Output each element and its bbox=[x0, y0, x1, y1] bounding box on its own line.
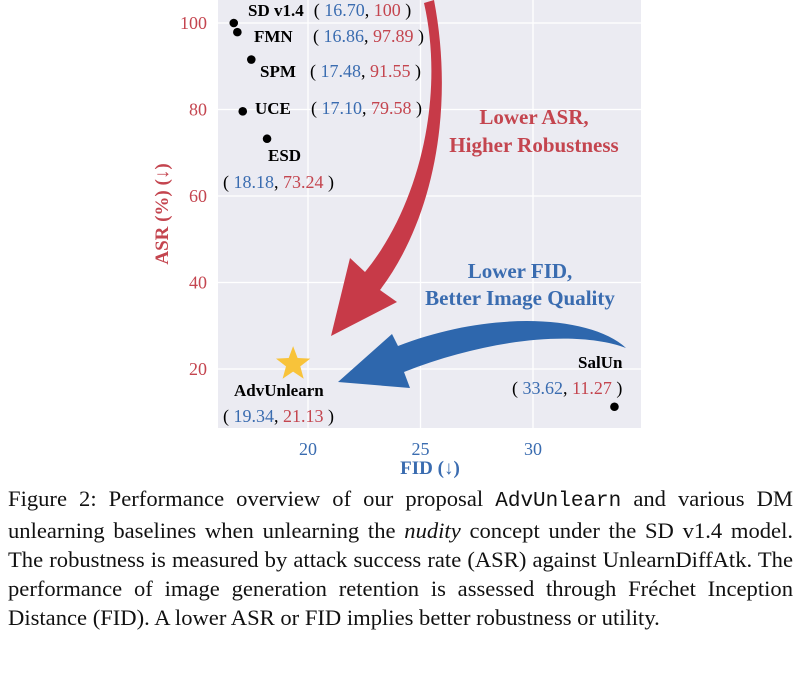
value-bracket: ) bbox=[411, 61, 422, 82]
value-part: 17.48 bbox=[321, 61, 362, 81]
point-labels: SD v1.4 ( 16.70, 100 ) FMN ( 16.86, 97.89 )… bbox=[223, 0, 623, 427]
point-name-label: UCE bbox=[255, 99, 291, 118]
value-bracket: , bbox=[361, 61, 370, 81]
y-tick-label: 80 bbox=[189, 100, 207, 120]
value-part: 33.62 bbox=[523, 378, 564, 398]
x-tick-label: 25 bbox=[412, 439, 430, 459]
caption-text-3: concept under the SD v1.4 model. The rob… bbox=[8, 518, 793, 630]
point-value-label: ( 19.34, 21.13 ) bbox=[223, 406, 334, 427]
point-esd-marker bbox=[262, 134, 272, 144]
caption-concept: nudity bbox=[404, 518, 461, 543]
value-bracket: ) bbox=[324, 406, 335, 427]
value-part: 19.34 bbox=[234, 406, 275, 426]
point-advunlearn-star bbox=[276, 346, 311, 379]
x-tick-label: 20 bbox=[299, 439, 317, 459]
value-part: 21.13 bbox=[283, 406, 324, 426]
point-value-label: ( 16.70, 100 ) bbox=[314, 0, 412, 21]
axis-ticks: 20 25 30 20 40 60 80 100 bbox=[180, 13, 542, 459]
point-uce-marker bbox=[238, 107, 248, 116]
annotation-quality-line1: Lower FID, bbox=[468, 259, 573, 283]
value-part: 73.24 bbox=[283, 172, 324, 192]
point-fmn-marker bbox=[233, 27, 242, 37]
y-tick-label: 40 bbox=[189, 273, 207, 293]
point-value-label: ( 33.62, 11.27 ) bbox=[512, 378, 622, 399]
annotations: Lower ASR, Higher Robustness Lower FID, … bbox=[425, 105, 619, 310]
value-bracket: ( bbox=[314, 0, 325, 21]
value-part: 16.70 bbox=[324, 0, 365, 20]
value-part: 17.10 bbox=[322, 98, 363, 118]
point-spm-marker bbox=[247, 55, 256, 64]
value-bracket: ( bbox=[223, 172, 234, 193]
point-name-label: SPM bbox=[260, 62, 296, 81]
value-part: 18.18 bbox=[234, 172, 275, 192]
data-points bbox=[229, 18, 619, 412]
value-bracket: ) bbox=[612, 378, 623, 399]
annotation-quality-line2: Better Image Quality bbox=[425, 286, 615, 310]
value-bracket: , bbox=[362, 98, 371, 118]
point-value-label: ( 16.86, 97.89 ) bbox=[313, 26, 424, 47]
value-bracket: ) bbox=[324, 172, 335, 193]
point-value-label: ( 17.10, 79.58 ) bbox=[311, 98, 422, 119]
y-tick-label: 20 bbox=[189, 359, 207, 379]
y-tick-label: 60 bbox=[189, 186, 207, 206]
point-name-label: AdvUnlearn bbox=[234, 381, 324, 400]
x-axis-label: FID (↓) bbox=[400, 458, 460, 479]
caption-label: Figure 2: bbox=[8, 486, 97, 511]
value-bracket: , bbox=[274, 406, 283, 426]
y-tick-label: 100 bbox=[180, 13, 207, 33]
annotation-robustness-line1: Lower ASR, bbox=[479, 105, 588, 129]
robustness-arrow bbox=[331, 0, 442, 336]
arrows bbox=[331, 0, 626, 388]
value-bracket: ) bbox=[412, 98, 423, 119]
annotation-robustness-line2: Higher Robustness bbox=[449, 133, 618, 157]
point-name-label: ESD bbox=[268, 146, 301, 165]
value-part: 79.58 bbox=[371, 98, 412, 118]
value-bracket: , bbox=[364, 26, 373, 46]
point-name-label: FMN bbox=[254, 27, 293, 46]
value-bracket: , bbox=[274, 172, 283, 192]
point-salun-marker bbox=[610, 402, 619, 412]
caption-text-2: and various DM unlearning baselines when… bbox=[8, 486, 793, 543]
point-value-label: ( 17.48, 91.55 ) bbox=[310, 61, 421, 82]
point-sd-v1-4-marker bbox=[229, 18, 239, 28]
value-part: 100 bbox=[374, 0, 401, 20]
value-bracket: ) bbox=[414, 26, 425, 47]
value-bracket: ( bbox=[223, 406, 234, 427]
point-name-label: SD v1.4 bbox=[248, 1, 304, 20]
value-part: 91.55 bbox=[370, 61, 411, 81]
value-bracket: , bbox=[563, 378, 572, 398]
point-name-label: SalUn bbox=[578, 353, 623, 372]
caption-method-name: AdvUnlearn bbox=[495, 490, 622, 513]
caption-text-1: Performance overview of our proposal bbox=[96, 486, 496, 511]
y-axis-label: ASR (%) (↓) bbox=[152, 163, 173, 264]
value-bracket: ( bbox=[310, 61, 321, 82]
value-part: 16.86 bbox=[324, 26, 365, 46]
value-part: 11.27 bbox=[572, 378, 612, 398]
value-bracket: , bbox=[365, 0, 374, 20]
figure-caption: Figure 2: Performance overview of our pr… bbox=[8, 484, 793, 632]
value-part: 97.89 bbox=[373, 26, 414, 46]
value-bracket: ( bbox=[311, 98, 322, 119]
value-bracket: ( bbox=[313, 26, 324, 47]
value-bracket: ( bbox=[512, 378, 523, 399]
performance-scatter-chart: 20 25 30 20 40 60 80 100 SD v1.4 ( 16.70, 100 ) F… bbox=[152, 0, 641, 479]
value-bracket: ) bbox=[401, 0, 412, 21]
quality-arrow bbox=[338, 321, 626, 388]
point-value-label: ( 18.18, 73.24 ) bbox=[223, 172, 334, 193]
x-tick-label: 30 bbox=[524, 439, 542, 459]
